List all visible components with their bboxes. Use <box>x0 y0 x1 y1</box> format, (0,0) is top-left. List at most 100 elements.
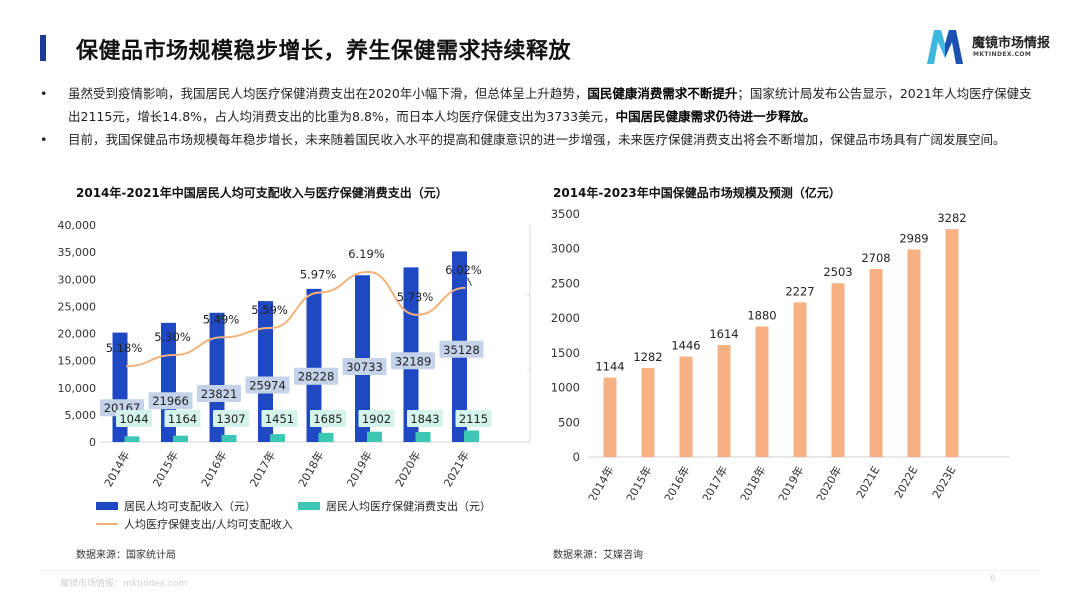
market-chart-source: 数据来源：艾媒咨询 <box>553 550 643 561</box>
ratio-data-label: 5.59% <box>251 303 288 317</box>
income-label-box <box>391 352 435 370</box>
income-data-label: 30733 <box>346 360 383 374</box>
market-size-bar <box>831 283 845 457</box>
market-size-data-label: 1446 <box>671 339 700 353</box>
income-bar <box>209 312 225 442</box>
ratio-label-leader <box>467 277 472 287</box>
market-size-bar <box>945 229 959 457</box>
health-spending-data-label: 1843 <box>410 412 439 426</box>
x-tick-label: 2017年 <box>246 449 278 490</box>
legend-item-ratio: 人均医疗保健支出/人均可支配收入 <box>96 516 293 532</box>
bullet-text: 目前，我国保健品市场规模每年稳步增长，未来随着国民收入水平的提高和健康意识的进一… <box>68 132 1006 147</box>
x-tick-label: 2021E <box>854 464 883 500</box>
y-tick-label: 40,000 <box>58 219 97 232</box>
health-spending-data-label: 1044 <box>119 412 148 426</box>
y-tick-label: 0 <box>89 436 96 449</box>
health-spending-label-box <box>455 410 492 427</box>
legend-label-health-spending: 居民人均医疗保健消费支出（元） <box>326 500 491 513</box>
x-tick-label: 2018年 <box>737 464 769 501</box>
legend-label-ratio: 人均医疗保健支出/人均可支配收入 <box>124 518 293 531</box>
income-label-box <box>245 376 290 394</box>
x-tick-label: 2015年 <box>623 464 655 501</box>
market-size-data-label: 1282 <box>633 350 662 364</box>
page-number: 6 <box>990 574 996 584</box>
ratio-data-label: 5.97% <box>300 267 337 281</box>
ratio-data-label: 5.18% <box>106 341 143 355</box>
ratio-data-label: 6.19% <box>348 247 385 261</box>
health-spending-data-label: 1685 <box>313 412 342 426</box>
health-spending-bar <box>318 432 334 442</box>
income-bar <box>306 288 322 442</box>
income-label-box <box>148 392 193 410</box>
x-tick-label: 2021年 <box>440 449 472 490</box>
market-size-data-label: 2503 <box>823 265 852 279</box>
y-tick-label: 1500 <box>551 346 580 360</box>
health-spending-label-box <box>358 410 395 427</box>
x-tick-label: 2020年 <box>392 449 424 490</box>
income-data-label: 21966 <box>152 394 189 408</box>
y-tick-label: 2500 <box>551 276 580 290</box>
bullet-dot: • <box>40 132 48 147</box>
income-label-box <box>197 384 241 402</box>
market-chart-title: 2014年-2023年中国保健品市场规模及预测（亿元） <box>553 186 841 200</box>
bullet-dot: • <box>40 86 48 101</box>
health-spending-bar <box>464 430 479 442</box>
income-label-box <box>294 367 338 385</box>
legend-item-health-spending: 居民人均医疗保健消费支出（元） <box>298 498 491 514</box>
market-size-data-label: 3282 <box>937 211 966 225</box>
footer-divider <box>40 570 1040 571</box>
logo-url: MKTINDEX.COM <box>973 51 1032 58</box>
market-size-data-label: 1614 <box>709 327 738 341</box>
income-chart-title: 2014年-2021年中国居民人均可支配收入与医疗保健消费支出（元） <box>76 186 448 200</box>
health-spending-bar <box>173 435 188 442</box>
y-tick-label: 3000 <box>551 242 580 256</box>
market-size-chart: 0 500 1000 1500 2000 2500 3000 3500 1144 1282 1446… <box>551 207 1010 501</box>
market-size-bar <box>717 344 731 457</box>
legend-swatch-income <box>96 502 118 510</box>
y-tick-label: 25,000 <box>58 300 97 313</box>
y-tick-label: 15,000 <box>58 355 97 368</box>
ratio-data-label: 5.73% <box>397 290 434 304</box>
bullet-item: • 虽然受到疫情影响，我国居民人均医疗保健消费支出在2020年小幅下滑，但总体呈上… <box>38 82 1038 128</box>
y-tick-label: 20,000 <box>58 328 97 341</box>
x-tick-label: 2022E <box>892 464 921 500</box>
x-tick-label: 2016年 <box>661 464 693 501</box>
health-spending-label-box <box>116 410 152 427</box>
x-tick-label: 2016年 <box>198 449 230 490</box>
health-spending-label-box <box>164 410 201 427</box>
market-size-bar <box>869 268 883 457</box>
market-size-bar <box>603 377 617 457</box>
income-chart-source: 数据来源：国家统计局 <box>76 550 176 561</box>
income-health-spending-chart: 0 5,000 10,000 15,000 20,000 25,000 30,000 35,0… <box>58 219 531 490</box>
logo-m-icon <box>927 30 963 64</box>
x-tick-label: 2020年 <box>813 464 845 501</box>
x-tick-label: 2019年 <box>343 449 375 490</box>
footer-text: 魔镜市场情报：mktindex.com <box>60 579 188 589</box>
health-spending-data-label: 2115 <box>459 412 488 426</box>
logo-name: 魔镜市场情报 <box>972 36 1051 51</box>
y-tick-label: 10,000 <box>58 382 97 395</box>
health-spending-data-label: 1451 <box>265 412 294 426</box>
bullet-emphasis: 中国居民健康需求仍待进一步释放。 <box>615 109 816 124</box>
health-spending-label-box <box>261 410 298 427</box>
market-size-bar <box>907 249 921 457</box>
brand-logo: 魔镜市场情报 MKTINDEX.COM <box>924 26 1054 66</box>
y-tick-label: 30,000 <box>58 273 97 286</box>
health-spending-bar <box>221 434 237 442</box>
health-spending-bar <box>367 431 382 442</box>
y-tick-label: 0 <box>573 450 580 464</box>
summary-bullets: • 虽然受到疫情影响，我国居民人均医疗保健消费支出在2020年小幅下滑，但总体呈上… <box>38 82 1038 151</box>
ratio-data-label: 5.30% <box>154 330 191 344</box>
health-spending-data-label: 1307 <box>216 412 245 426</box>
market-size-bar <box>793 302 807 457</box>
x-tick-label: 2023E <box>930 464 959 500</box>
legend-item-income: 居民人均可支配收入（元） <box>96 498 256 514</box>
income-bar <box>258 301 273 442</box>
market-size-data-label: 2989 <box>899 231 928 245</box>
y-tick-label: 35,000 <box>58 246 97 259</box>
page-title: 保健品市场规模稳步增长，养生保健需求持续释放 <box>76 39 572 64</box>
y-tick-label: 500 <box>558 415 580 429</box>
legend-label-income: 居民人均可支配收入（元） <box>124 500 256 513</box>
income-data-label: 23821 <box>201 387 238 401</box>
y-tick-label: 2000 <box>551 311 580 325</box>
